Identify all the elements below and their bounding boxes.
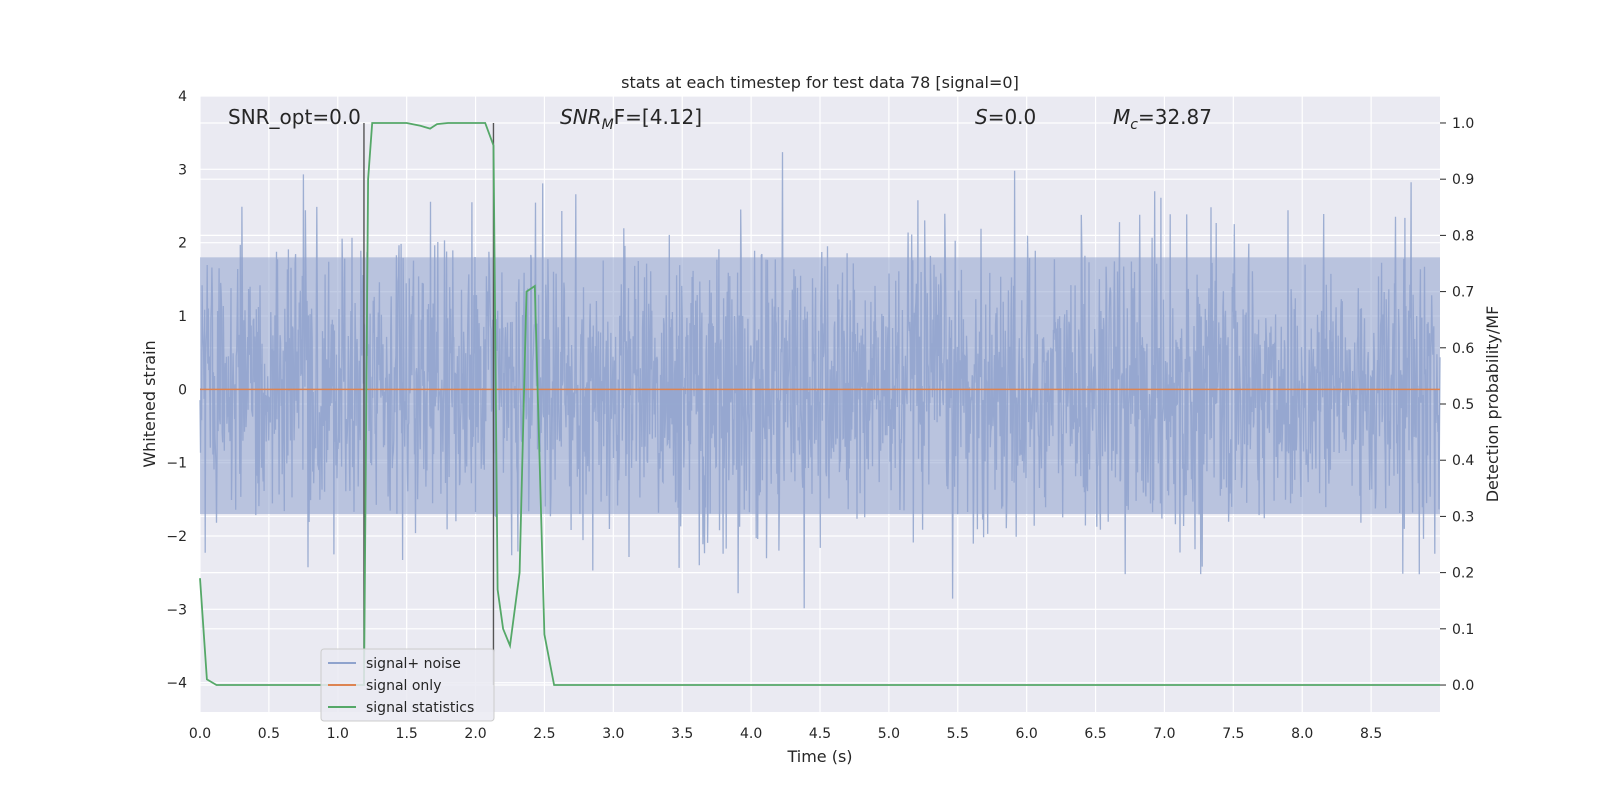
y-tick-label: 2 — [178, 236, 187, 252]
y-tick-label: 1 — [178, 309, 187, 325]
x-tick-label: 1.0 — [327, 726, 349, 742]
annotation-mc-rest: =32.87 — [1138, 105, 1212, 129]
x-tick-label: 4.0 — [740, 726, 762, 742]
y2-tick-label: 0.8 — [1452, 228, 1474, 244]
y2-tick-label: 0.6 — [1452, 341, 1474, 357]
y-tick-label: 0 — [178, 382, 187, 398]
annotation-mc-sub: c — [1130, 117, 1138, 133]
legend-box — [320, 648, 495, 722]
x-tick-label: 5.0 — [878, 726, 900, 742]
x-axis-label: Time (s) — [786, 747, 852, 766]
x-tick-label: 0.0 — [189, 726, 211, 742]
y2-tick-label: 1.0 — [1452, 116, 1474, 132]
x-tick-label: 7.5 — [1222, 726, 1244, 742]
x-tick-label: 4.5 — [809, 726, 831, 742]
annotation-snr-mf-sub: M — [602, 117, 614, 133]
annotation-snr-opt: SNR_opt=0.0 — [228, 105, 361, 129]
y2-tick-label: 0.3 — [1452, 509, 1474, 525]
annotation-mc-main: M — [1113, 105, 1130, 129]
annotation-snr-mf-main: SNR — [560, 105, 602, 129]
y2-tick-label: 0.7 — [1452, 285, 1474, 301]
x-tick-label: 6.5 — [1084, 726, 1106, 742]
x-tick-label: 7.0 — [1153, 726, 1175, 742]
annotation-mc: Mc=32.87 — [1113, 105, 1212, 133]
y2-axis-label: Detection probability/MF — [1483, 306, 1502, 503]
x-tick-label: 1.5 — [396, 726, 418, 742]
chart-title: stats at each timestep for test data 78 … — [621, 73, 1019, 92]
x-tick-label: 6.0 — [1016, 726, 1038, 742]
signal-noise-dense-band — [200, 257, 1440, 514]
x-tick-label: 8.5 — [1360, 726, 1382, 742]
y2-tick-label: 0.0 — [1452, 678, 1474, 694]
legend-label-noise: signal+ noise — [366, 656, 461, 672]
y-tick-label: −4 — [166, 676, 187, 692]
y-tick-label: 4 — [178, 89, 187, 105]
y2-axis-ticks: 1.0 0.9 0.8 0.7 0.6 0.5 0.4 0.3 0.2 0.1 0.0 — [1440, 116, 1474, 694]
annotation-snr-mf: SNRMF=[4.12] — [560, 105, 702, 133]
signal-noise-series — [199, 152, 1441, 609]
x-tick-label: 2.5 — [533, 726, 555, 742]
annotation-s: S=0.0 — [975, 105, 1036, 129]
legend-label-statistics: signal statistics — [366, 700, 474, 716]
y-axis-ticks: 4 3 2 1 0 −1 −2 −3 −4 — [166, 89, 187, 692]
legend: signal+ noise signal only signal statist… — [320, 648, 495, 722]
annotation-snr-mf-rest: F=[4.12] — [614, 105, 702, 129]
y2-tick-label: 0.2 — [1452, 566, 1474, 582]
y-tick-label: 3 — [178, 162, 187, 178]
legend-label-signal-only: signal only — [366, 678, 441, 694]
y2-tick-label: 0.4 — [1452, 453, 1474, 469]
annotation-s-rest: =0.0 — [988, 105, 1037, 129]
x-tick-label: 2.0 — [464, 726, 486, 742]
y2-tick-label: 0.9 — [1452, 172, 1474, 188]
y-axis-label: Whitened strain — [140, 340, 159, 467]
y2-tick-label: 0.5 — [1452, 397, 1474, 413]
y2-tick-label: 0.1 — [1452, 622, 1474, 638]
x-tick-label: 0.5 — [258, 726, 280, 742]
y-tick-label: −1 — [166, 456, 187, 472]
x-tick-label: 3.0 — [602, 726, 624, 742]
y-tick-label: −2 — [166, 529, 187, 545]
y-tick-label: −3 — [166, 602, 187, 618]
x-tick-label: 3.5 — [671, 726, 693, 742]
x-tick-label: 8.0 — [1291, 726, 1313, 742]
annotation-s-main: S — [975, 105, 988, 129]
x-axis-ticks: 0.0 0.5 1.0 1.5 2.0 2.5 3.0 3.5 4.0 4.5 5.0 5.5 6.0 6… — [189, 726, 1382, 742]
x-tick-label: 5.5 — [947, 726, 969, 742]
